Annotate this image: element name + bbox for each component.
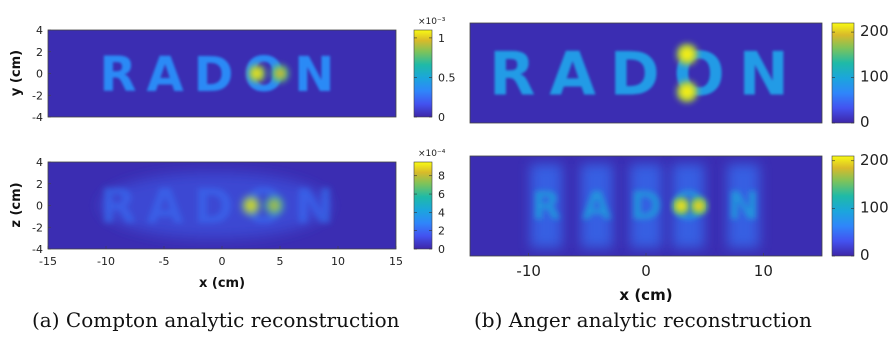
caption-b: (b) Anger analytic reconstruction [474,308,812,332]
panel-b-top: RADON 0 100 200 [469,22,889,131]
x-tick-label: 10 [754,262,773,280]
letter-projection: A [582,184,612,228]
hotspot [680,84,695,99]
background-halo [100,172,330,239]
projection-band [530,164,563,248]
x-tick-label: -15 [39,255,57,268]
y-tick-label: 4 [36,156,43,169]
x-tick-label: -10 [516,262,541,280]
colorbar-tick-label: 0 [860,246,870,264]
x-tick-label: 0 [641,262,651,280]
ylabel-a-top: y (cm) [9,50,24,96]
hotspot [680,47,695,62]
y-tick-label: 2 [36,46,43,59]
y-tick-label: 0 [36,68,43,81]
x-ticks-a-bottom: -15 -10 -5 0 5 10 15 [39,246,403,268]
projection-band [580,164,613,248]
letter-projection: R [532,184,561,228]
projection-band [630,164,662,248]
x-tick-label: 5 [277,255,284,268]
xlabel-a-bottom: x (cm) [199,276,245,291]
colorbar-ticks-a-top: 00.51 [414,32,456,124]
y-tick-label: -4 [32,243,43,256]
panel-b-bottom: RADON -10 0 10 x (cm) 0 100 200 [469,151,889,304]
y-ticks-a-top: -4 -2 0 2 4 [32,24,51,124]
colorbar-tick-label: 100 [860,68,889,86]
radon-word-a-top: RADON [100,47,345,103]
colorbar-exponent-a-bottom: ×10⁻⁴ [418,149,446,159]
colorbar-ticks-a-bottom: 0 2 4 6 8 [414,170,445,256]
colorbar-b-bottom [831,155,855,257]
heatmap-b-top [470,23,822,123]
y-tick-label: 0 [36,200,43,213]
x-tick-label: 0 [219,255,226,268]
letter-projection: N [727,184,759,228]
colorbar-tick-label: 0 [438,111,445,124]
colorbar-ticks-b-bottom: 0 100 200 [832,151,889,264]
letter-projection: D [630,184,662,228]
radon-word-b-top: RADON [489,40,803,110]
y-tick-label: -4 [32,111,43,124]
caption-a: (a) Compton analytic reconstruction [32,308,400,332]
hotspot [693,201,704,211]
radon-word-a-bottom: RADON [100,172,334,239]
colorbar-tick-label: 0 [438,243,445,256]
colorbar-tick-label: 0.5 [438,71,456,84]
radon-letters: RADON [489,40,803,110]
y-ticks-a-bottom: -4 -2 0 2 4 [32,156,51,256]
colorbar-tick-label: 1 [438,32,445,45]
colorbar-tick-label: 200 [860,22,889,40]
x-tick-label: 15 [389,255,403,268]
radon-word-b-bottom: RADON [530,164,760,248]
colorbar-tick-label: 4 [438,206,445,219]
colorbar-exponent-a-top: ×10⁻³ [418,17,446,27]
x-tick-label: -5 [159,255,170,268]
colorbar-a-top [413,29,433,118]
ylabel-a-bottom: z (cm) [9,182,24,227]
hotspot [251,68,262,79]
y-tick-label: 4 [36,24,43,37]
colorbar-tick-label: 100 [860,198,889,216]
y-tick-label: -2 [32,89,43,102]
colorbar-ticks-b-top: 0 100 200 [832,22,889,131]
hotspot [275,68,285,79]
colorbar-b-top [831,22,855,124]
colorbar-tick-label: 6 [438,188,445,201]
colorbar-a-bottom [413,161,433,250]
x-tick-label: -10 [97,255,115,268]
y-tick-label: -2 [32,221,43,234]
x-tick-label: 10 [331,255,345,268]
colorbar-tick-label: 0 [860,113,870,131]
projection-band [727,164,760,248]
heatmap-a-top [48,30,396,117]
panel-a-bottom: RADON -4 -2 0 2 4 -15 -10 -5 0 5 10 15 z (cm) x (c… [9,149,446,291]
colorbar-tick-label: 2 [438,225,445,238]
hotspot [676,201,687,211]
radon-letters: RADON [100,47,345,103]
hotspot [269,200,280,211]
hotspot [246,200,256,211]
x-ticks-b-bottom: -10 0 10 [516,253,773,280]
colorbar-tick-label: 8 [438,170,445,183]
y-tick-label: 2 [36,178,43,191]
xlabel-b-bottom: x (cm) [619,286,672,304]
colorbar-tick-label: 200 [860,151,889,169]
